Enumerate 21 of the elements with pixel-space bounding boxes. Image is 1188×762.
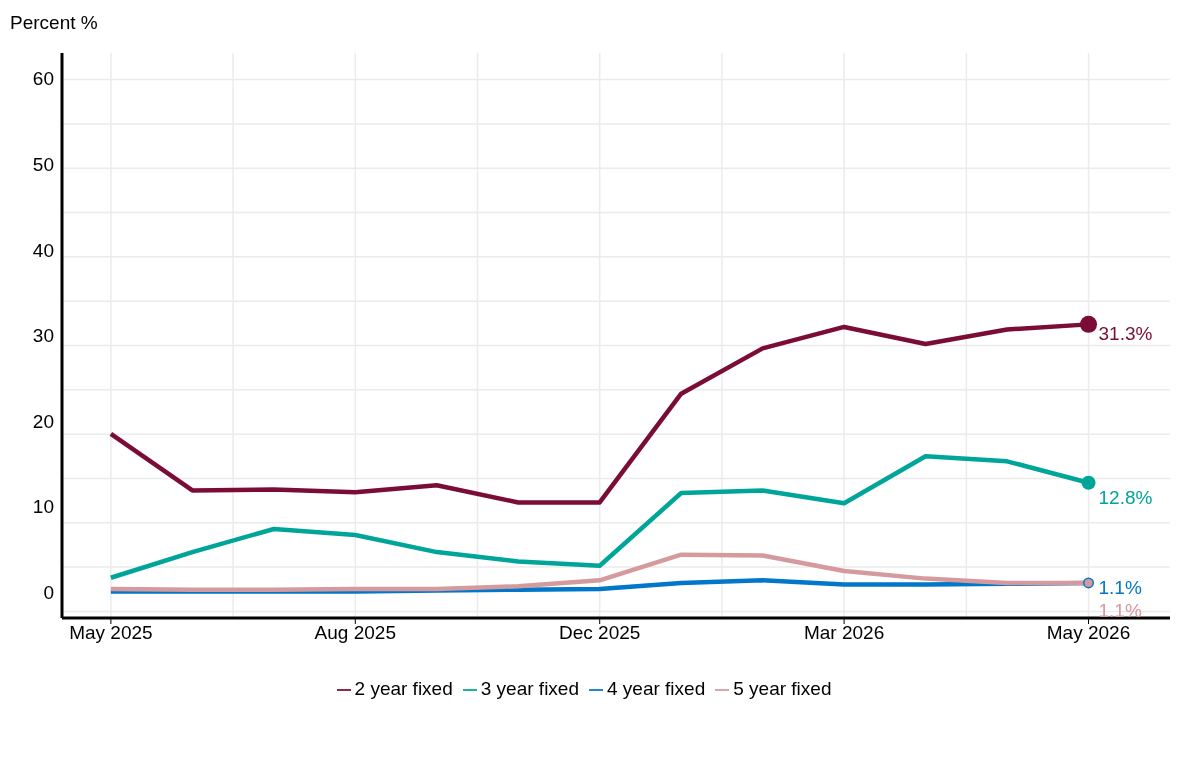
y-tick-label: 20	[32, 410, 54, 432]
legend-label: 3 year fixed	[480, 678, 579, 699]
y-tick-label: 10	[32, 496, 54, 518]
x-tick-label: May 2025	[69, 622, 153, 644]
y-tick-label: 30	[32, 325, 54, 347]
x-tick-label: Aug 2025	[314, 622, 396, 644]
y-tick-label: 60	[32, 68, 54, 90]
annotation: 1.1%	[1098, 576, 1142, 598]
x-tick-label: Dec 2025	[559, 622, 641, 644]
legend-label: 4 year fixed	[607, 678, 706, 699]
legend-label: 5 year fixed	[733, 678, 832, 699]
legend-label: 2 year fixed	[354, 678, 453, 699]
y-tick-label: 40	[32, 239, 54, 261]
x-tick-label: May 2026	[1046, 622, 1131, 644]
y-axis-title: Percent %	[10, 12, 98, 34]
y-tick-label: 50	[32, 154, 54, 176]
x-tick-label: Mar 2026	[803, 622, 885, 644]
y-tick-label: 0	[43, 582, 54, 604]
annotation: 12.8%	[1098, 486, 1153, 508]
annotation: 1.1%	[1098, 599, 1142, 621]
annotation: 31.3%	[1098, 322, 1153, 344]
